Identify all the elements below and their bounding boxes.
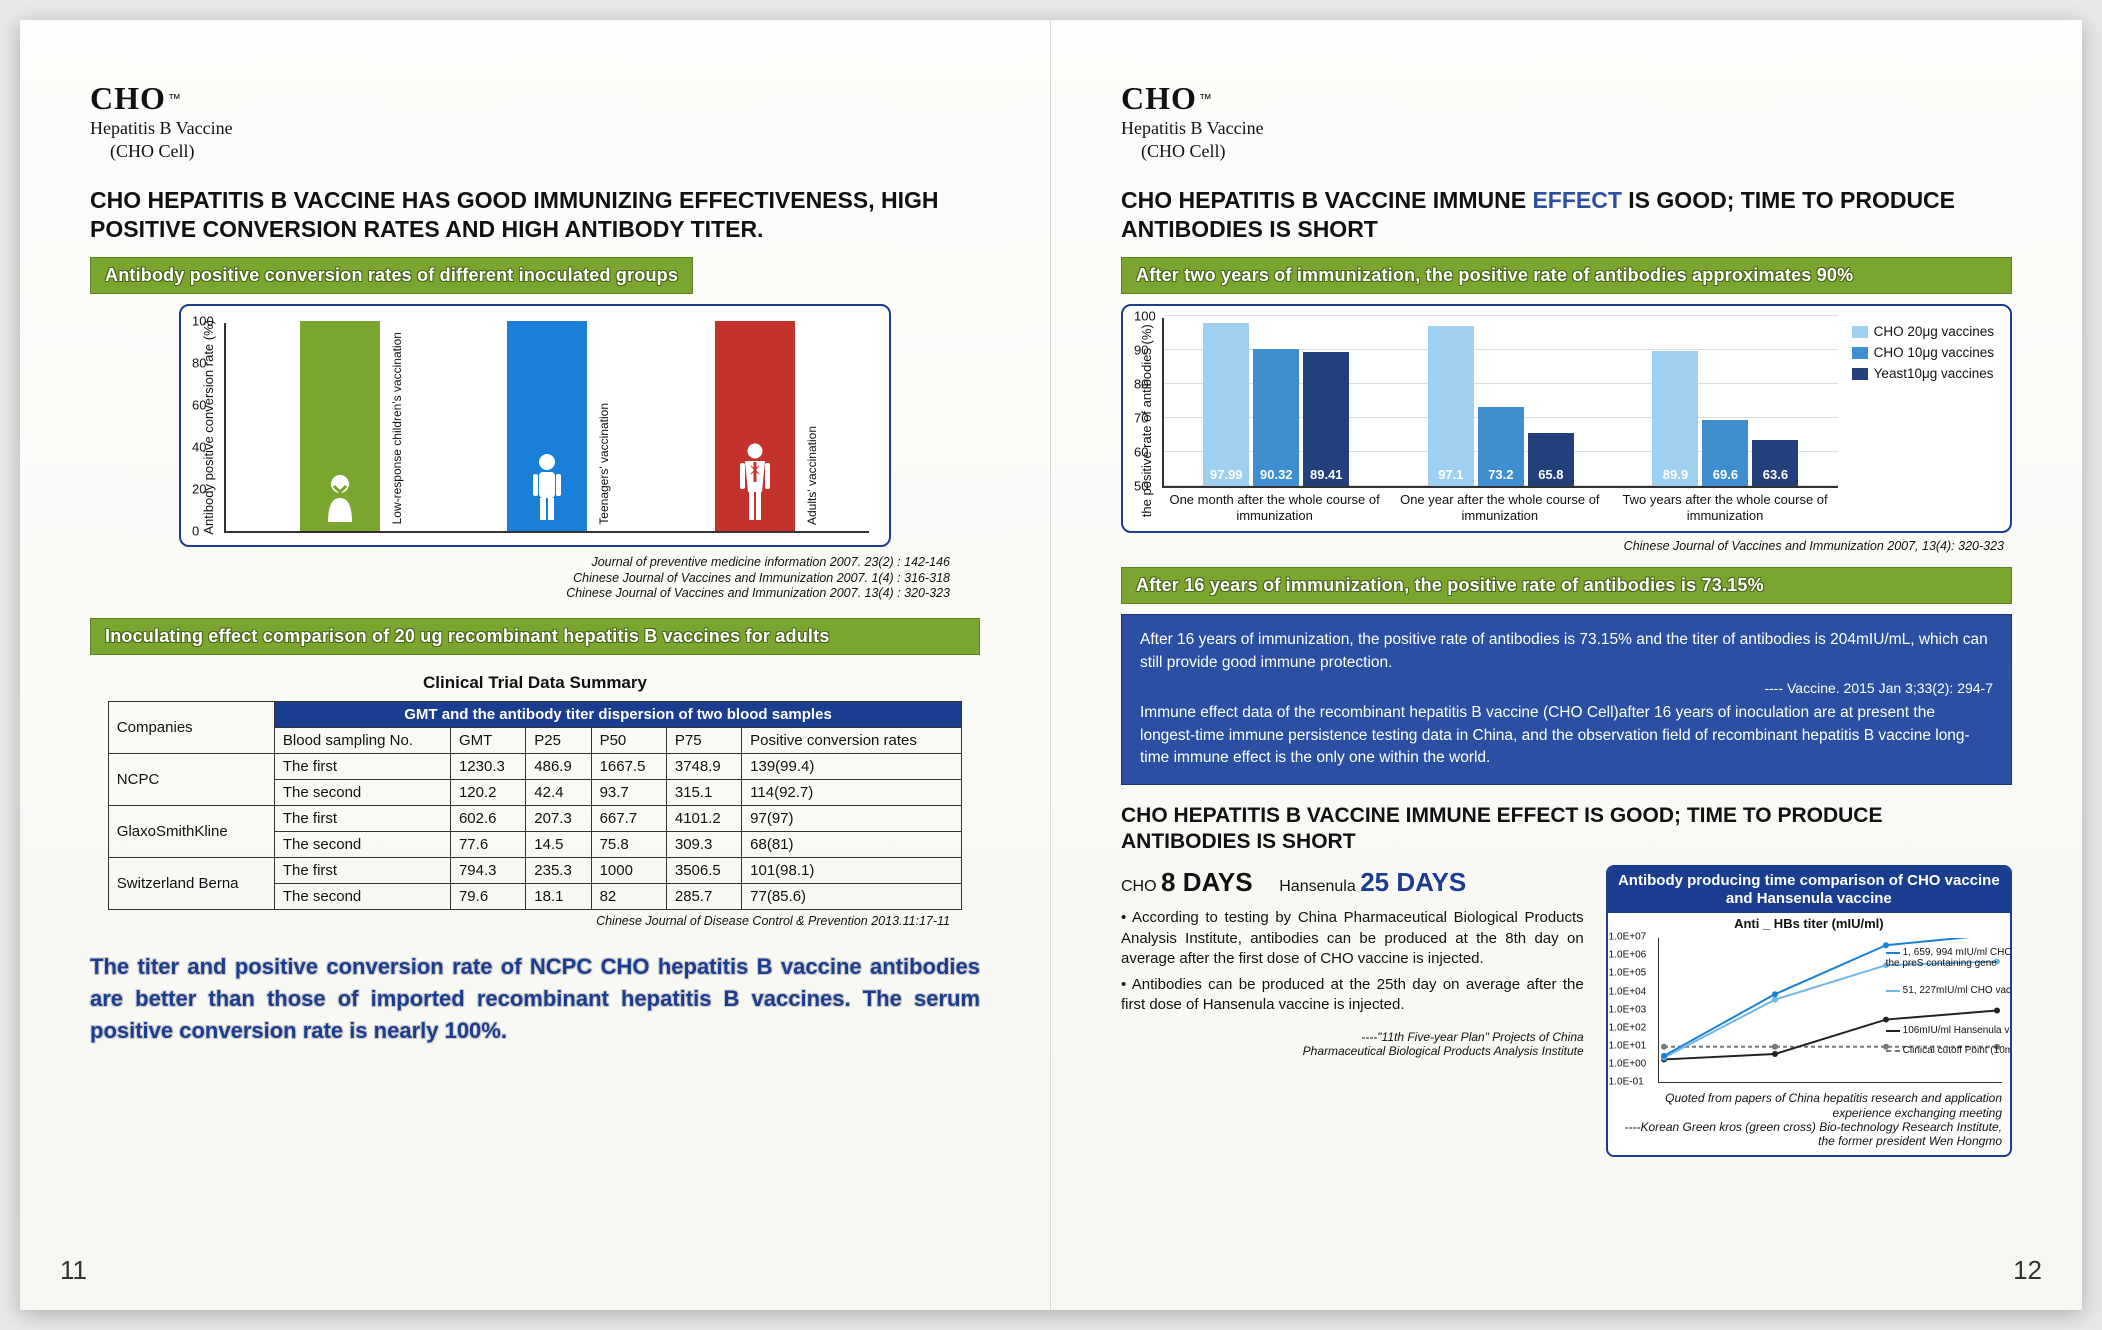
- chart2-bar: 73.2: [1478, 407, 1524, 486]
- chart3-title: Antibody producing time comparison of CH…: [1608, 867, 2010, 913]
- brand-line1: Hepatitis B Vaccine: [90, 117, 980, 140]
- blue-info-block: After 16 years of immunization, the posi…: [1121, 614, 2012, 785]
- brand-line2: (CHO Cell): [90, 140, 980, 163]
- brand-tm: ™: [168, 91, 181, 106]
- chart1-references: Journal of preventive medicine informati…: [90, 555, 950, 602]
- cho-days: 8 DAYS: [1161, 867, 1253, 897]
- chart2-bar: 90.32: [1253, 349, 1299, 486]
- chart-antibody-time: Antibody producing time comparison of CH…: [1606, 865, 2012, 1157]
- brand-line2: (CHO Cell): [1121, 140, 2012, 163]
- hansenula-label: Hansenula: [1279, 878, 1356, 895]
- page-11: CHO™ Hepatitis B Vaccine (CHO Cell) CHO …: [20, 20, 1051, 1310]
- bluebox-cite: ---- Vaccine. 2015 Jan 3;33(2): 294-7: [1140, 678, 1993, 698]
- foot-right-1: Quoted from papers of China hepatitis re…: [1616, 1091, 2002, 1120]
- brand-block: CHO™ Hepatitis B Vaccine (CHO Cell): [1121, 80, 2012, 164]
- bluebox-p2: Immune effect data of the recombinant he…: [1140, 702, 1993, 769]
- chart1-bar: Teenagers' vaccination: [507, 321, 587, 531]
- banner-16-years: After 16 years of immunization, the posi…: [1121, 567, 2012, 604]
- page-number-11: 11: [60, 1255, 87, 1286]
- chart1-plot: 020406080100Low-response children's vacc…: [224, 323, 869, 533]
- banner-conversion-rates: Antibody positive conversion rates of di…: [90, 257, 693, 294]
- chart2-bar: 69.6: [1702, 420, 1748, 487]
- chart2-bar: 97.99: [1203, 323, 1249, 486]
- page-12: CHO™ Hepatitis B Vaccine (CHO Cell) CHO …: [1051, 20, 2082, 1310]
- hansenula-days: 25 DAYS: [1360, 867, 1466, 897]
- chart3-subtitle: Anti _ HBs titer (mIU/ml): [1608, 913, 2010, 934]
- bluebox-p1: After 16 years of immunization, the posi…: [1140, 629, 1993, 674]
- chart2-group-labels: One month after the whole course of immu…: [1162, 488, 1838, 523]
- chart2-bar: 89.9: [1652, 351, 1698, 487]
- chart2-bar: 97.1: [1428, 326, 1474, 486]
- chart2-legend: CHO 20μg vaccinesCHO 10μg vaccinesYeast1…: [1838, 318, 1994, 523]
- days-text-column: CHO 8 DAYS Hansenula 25 DAYS • According…: [1121, 865, 1584, 1058]
- brand-tm: ™: [1199, 91, 1212, 106]
- foot-left-1: ----"11th Five-year Plan" Projects of Ch…: [1121, 1030, 1584, 1044]
- headline-pre: CHO HEPATITIS B VACCINE IMMUNE: [1121, 187, 1532, 213]
- headline-blue: EFFECT: [1532, 187, 1621, 213]
- chart2-bar: 63.6: [1752, 440, 1798, 486]
- clinical-trial-table: CompaniesGMT and the antibody titer disp…: [108, 701, 962, 910]
- foot-left-2: Pharmaceutical Biological Products Analy…: [1121, 1044, 1584, 1058]
- chart2-plot: 506070809010097.9990.3289.4197.173.265.8…: [1162, 318, 1838, 488]
- chart2-bar: 89.41: [1303, 352, 1349, 486]
- brand-block: CHO™ Hepatitis B Vaccine (CHO Cell): [90, 80, 980, 164]
- page-number-12: 12: [2013, 1255, 2042, 1286]
- chart2-reference: Chinese Journal of Vaccines and Immuniza…: [1121, 539, 2004, 555]
- chart-conversion-rates: Antibody positive conversion rate (%) 02…: [179, 304, 891, 547]
- headline-right-2: CHO HEPATITIS B VACCINE IMMUNE EFFECT IS…: [1121, 803, 2012, 856]
- cho-label: CHO: [1121, 878, 1157, 895]
- days-line: CHO 8 DAYS Hansenula 25 DAYS: [1121, 865, 1584, 900]
- chart1-bar: Low-response children's vaccination: [300, 321, 380, 531]
- chart1-ylabel: Antibody positive conversion rate (%): [201, 320, 216, 535]
- headline-right: CHO HEPATITIS B VACCINE IMMUNE EFFECT IS…: [1121, 186, 2012, 244]
- page-spread: CHO™ Hepatitis B Vaccine (CHO Cell) CHO …: [20, 20, 2082, 1310]
- chart-positive-rate: the positive rate of antibodies (%) 5060…: [1121, 304, 2012, 533]
- brand-line1: Hepatitis B Vaccine: [1121, 117, 2012, 140]
- banner-inoculating-comparison: Inoculating effect comparison of 20 ug r…: [90, 618, 980, 655]
- foot-right-2: ----Korean Green kros (green cross) Bio-…: [1616, 1120, 2002, 1149]
- chart1-bar: Adults' vaccination: [715, 321, 795, 531]
- brand-name: CHO: [1121, 80, 1197, 116]
- headline-left: CHO HEPATITIS B VACCINE HAS GOOD IMMUNIZ…: [90, 186, 980, 244]
- bullets: • According to testing by China Pharmace…: [1121, 908, 1584, 1015]
- chart3-plot: 1.0E-011.0E+001.0E+011.0E+021.0E+031.0E+…: [1658, 938, 2002, 1083]
- conclusion-text: The titer and positive conversion rate o…: [90, 951, 980, 1047]
- chart2-bar: 65.8: [1528, 433, 1574, 487]
- brand-name: CHO: [90, 80, 166, 116]
- table-title: Clinical Trial Data Summary: [90, 673, 980, 693]
- banner-two-years: After two years of immunization, the pos…: [1121, 257, 2012, 294]
- table-reference: Chinese Journal of Disease Control & Pre…: [90, 914, 950, 930]
